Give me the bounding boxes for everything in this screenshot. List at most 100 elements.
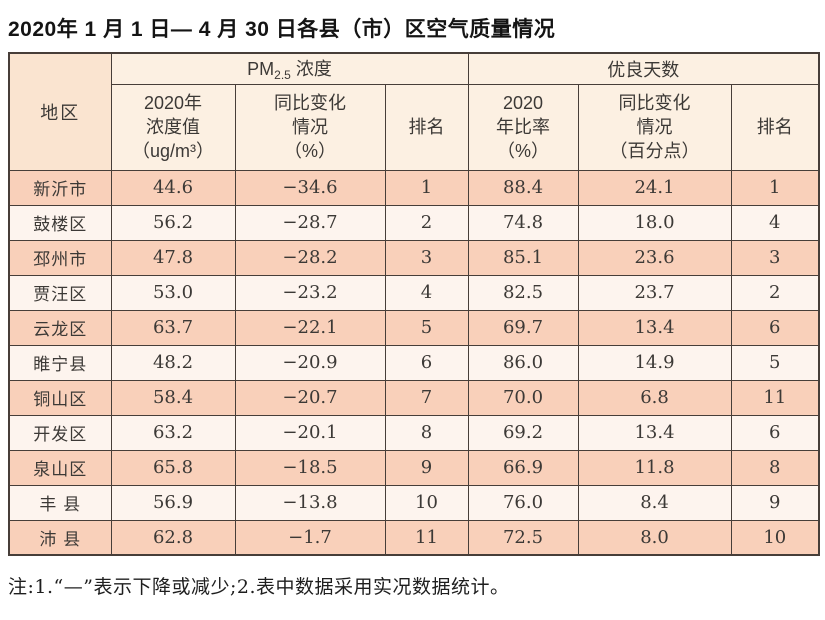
region-cell: 泉山区 — [8, 449, 112, 486]
pm25-change-cell: −1.7 — [234, 519, 386, 556]
pm25-change-cell: −23.2 — [234, 274, 386, 311]
pm25-value-cell: 62.8 — [110, 519, 236, 556]
pm25-value-cell: 65.8 — [110, 449, 236, 486]
table-row: 邳州市 47.8 −28.2 3 85.1 23.6 3 — [8, 239, 820, 276]
pm25-rank-cell: 9 — [384, 449, 469, 486]
pm25-change-cell: −28.7 — [234, 204, 386, 241]
pm25-rank-cell: 1 — [384, 169, 469, 206]
pm25-change-cell: −28.2 — [234, 239, 386, 276]
table-row: 泉山区 65.8 −18.5 9 66.9 11.8 8 — [8, 449, 820, 486]
pm25-rank-cell: 6 — [384, 344, 469, 381]
column-header-pm25-change: 同比变化 情况 （%） — [234, 83, 386, 171]
pm25-subscript: 2.5 — [274, 68, 291, 83]
pm25-rank-cell: 10 — [384, 484, 469, 521]
ratio-rank-cell: 4 — [730, 204, 820, 241]
pm25-value-cell: 58.4 — [110, 379, 236, 416]
region-cell: 开发区 — [8, 414, 112, 451]
region-cell: 沛 县 — [8, 519, 112, 556]
region-cell: 贾汪区 — [8, 274, 112, 311]
pm25-value-cell: 63.2 — [110, 414, 236, 451]
ratio-change-cell: 13.4 — [577, 414, 732, 451]
pm25-label: PM — [247, 59, 275, 80]
region-cell: 铜山区 — [8, 379, 112, 416]
footnote: 注:1.“—”表示下降或减少;2.表中数据采用实况数据统计。 — [8, 576, 510, 598]
region-cell: 云龙区 — [8, 309, 112, 346]
header-group-row: 地区 PM2.5 浓度 优良天数 — [8, 52, 820, 171]
table-row: 云龙区 63.7 −22.1 5 69.7 13.4 6 — [8, 309, 820, 346]
table-row: 丰 县 56.9 −13.8 10 76.0 8.4 9 — [8, 484, 820, 521]
table-row: 开发区 63.2 −20.1 8 69.2 13.4 6 — [8, 414, 820, 451]
air-quality-table: 地区 PM2.5 浓度 优良天数 2020年 浓度值 （ug/m³） 同比变化 … — [8, 52, 821, 556]
region-cell: 鼓楼区 — [8, 204, 112, 241]
ratio-rank-cell: 6 — [730, 309, 820, 346]
ratio-rank-cell: 9 — [730, 484, 820, 521]
pm25-change-cell: −18.5 — [234, 449, 386, 486]
pm25-value-cell: 47.8 — [110, 239, 236, 276]
pm25-rank-cell: 3 — [384, 239, 469, 276]
ratio-rank-cell: 2 — [730, 274, 820, 311]
table-row: 铜山区 58.4 −20.7 7 70.0 6.8 11 — [8, 379, 820, 416]
ratio-change-cell: 6.8 — [577, 379, 732, 416]
pm25-change-cell: −22.1 — [234, 309, 386, 346]
pm25-change-cell: −20.9 — [234, 344, 386, 381]
pm25-value-cell: 56.2 — [110, 204, 236, 241]
ratio-value-cell: 82.5 — [467, 274, 579, 311]
pm25-change-cell: −20.7 — [234, 379, 386, 416]
ratio-change-cell: 8.4 — [577, 484, 732, 521]
table-row: 沛 县 62.8 −1.7 11 72.5 8.0 10 — [8, 519, 820, 556]
pm25-rank-cell: 4 — [384, 274, 469, 311]
ratio-value-cell: 70.0 — [467, 379, 579, 416]
pm25-rank-cell: 11 — [384, 519, 469, 556]
table-row: 贾汪区 53.0 −23.2 4 82.5 23.7 2 — [8, 274, 820, 311]
ratio-value-cell: 69.2 — [467, 414, 579, 451]
pm25-change-cell: −20.1 — [234, 414, 386, 451]
pm25-rank-cell: 2 — [384, 204, 469, 241]
pm25-value-cell: 56.9 — [110, 484, 236, 521]
header-sub-row: 2020年 浓度值 （ug/m³） 同比变化 情况 （%） 排名 2020 年比… — [9, 83, 820, 171]
ratio-change-cell: 14.9 — [577, 344, 732, 381]
ratio-rank-cell: 3 — [730, 239, 820, 276]
pm25-rank-cell: 7 — [384, 379, 469, 416]
ratio-rank-cell: 1 — [730, 169, 820, 206]
pm25-value-cell: 48.2 — [110, 344, 236, 381]
ratio-change-cell: 11.8 — [577, 449, 732, 486]
table-row: 睢宁县 48.2 −20.9 6 86.0 14.9 5 — [8, 344, 820, 381]
pm25-value-cell: 44.6 — [110, 169, 236, 206]
column-header-ratio-rank: 排名 — [730, 83, 820, 171]
ratio-change-cell: 23.6 — [577, 239, 732, 276]
ratio-rank-cell: 8 — [730, 449, 820, 486]
ratio-rank-cell: 6 — [730, 414, 820, 451]
region-cell: 新沂市 — [8, 169, 112, 206]
ratio-change-cell: 23.7 — [577, 274, 732, 311]
ratio-value-cell: 66.9 — [467, 449, 579, 486]
column-group-good-days: 优良天数 — [467, 52, 820, 85]
ratio-change-cell: 13.4 — [577, 309, 732, 346]
pm25-label-suffix: 浓度 — [290, 59, 332, 80]
column-header-ratio-change: 同比变化 情况 （百分点） — [577, 83, 732, 171]
ratio-rank-cell: 5 — [730, 344, 820, 381]
pm25-value-cell: 63.7 — [110, 309, 236, 346]
region-cell: 邳州市 — [8, 239, 112, 276]
column-group-pm25: PM2.5 浓度 — [110, 52, 469, 85]
table-row: 新沂市 44.6 −34.6 1 88.4 24.1 1 — [8, 169, 820, 206]
ratio-change-cell: 18.0 — [577, 204, 732, 241]
pm25-rank-cell: 5 — [384, 309, 469, 346]
ratio-rank-cell: 11 — [730, 379, 820, 416]
region-cell: 丰 县 — [8, 484, 112, 521]
ratio-value-cell: 69.7 — [467, 309, 579, 346]
region-cell: 睢宁县 — [8, 344, 112, 381]
column-header-pm25-rank: 排名 — [384, 83, 469, 171]
column-header-region: 地区 — [8, 52, 112, 171]
ratio-value-cell: 76.0 — [467, 484, 579, 521]
ratio-value-cell: 72.5 — [467, 519, 579, 556]
page-title: 2020年 1 月 1 日— 4 月 30 日各县（市）区空气质量情况 — [8, 18, 556, 41]
pm25-change-cell: −34.6 — [234, 169, 386, 206]
ratio-change-cell: 8.0 — [577, 519, 732, 556]
ratio-value-cell: 74.8 — [467, 204, 579, 241]
pm25-value-cell: 53.0 — [110, 274, 236, 311]
table-row: 鼓楼区 56.2 −28.7 2 74.8 18.0 4 — [8, 204, 820, 241]
ratio-value-cell: 85.1 — [467, 239, 579, 276]
ratio-value-cell: 88.4 — [467, 169, 579, 206]
column-header-pm25-value: 2020年 浓度值 （ug/m³） — [110, 83, 236, 171]
ratio-value-cell: 86.0 — [467, 344, 579, 381]
